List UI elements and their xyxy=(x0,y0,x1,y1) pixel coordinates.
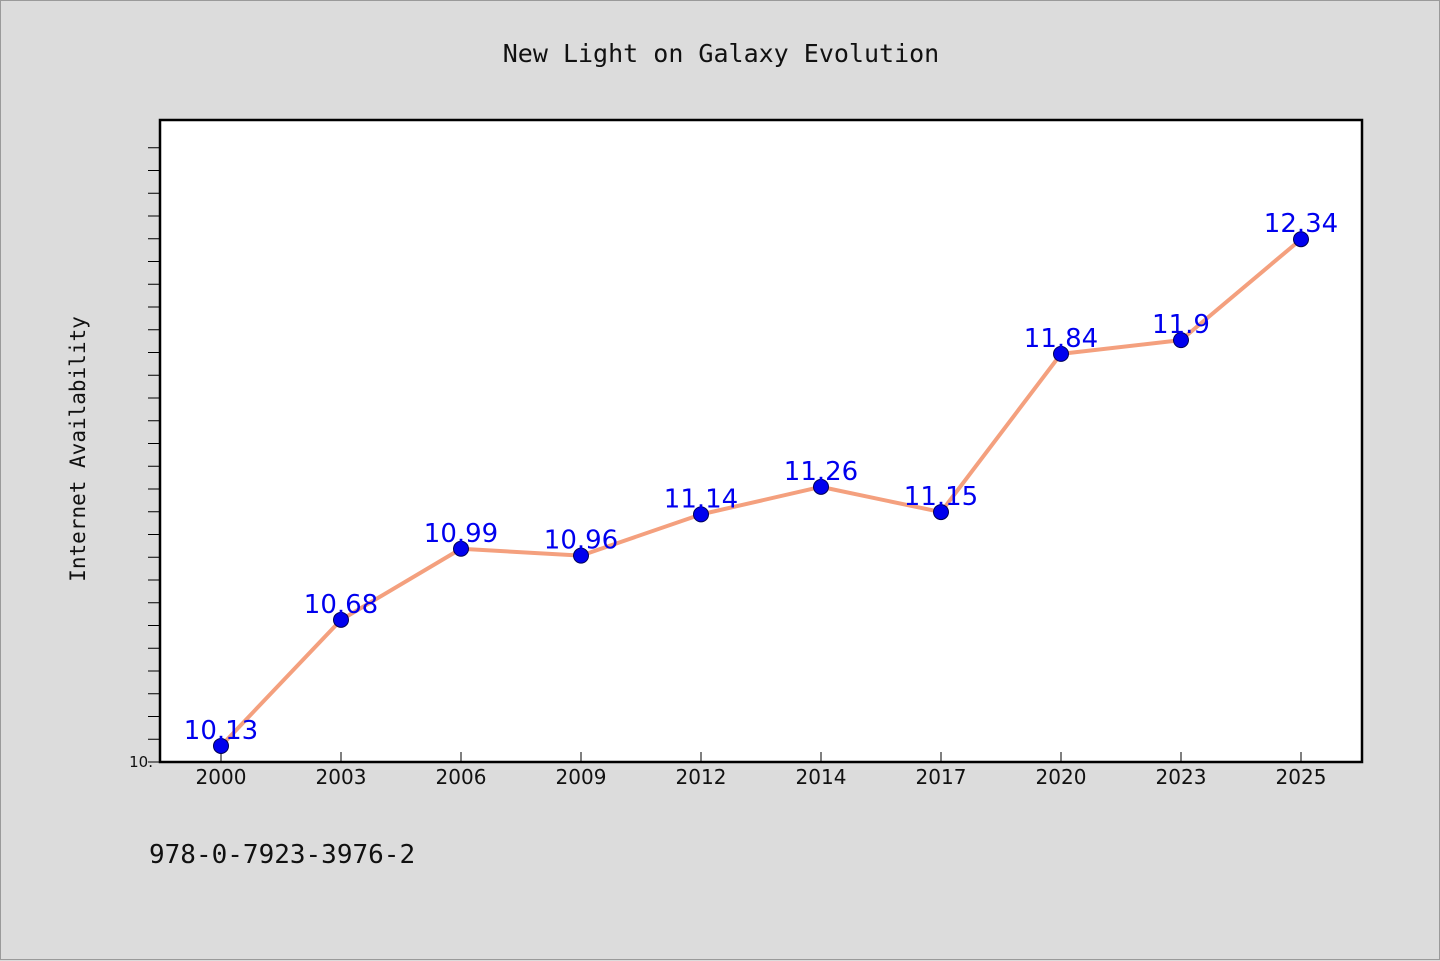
data-point xyxy=(933,504,949,521)
data-point xyxy=(213,737,229,754)
x-tick-label: 2006 xyxy=(436,765,487,789)
y-tick-label: 10. xyxy=(129,753,153,771)
x-tick-label: 2000 xyxy=(196,765,247,789)
data-point xyxy=(1293,231,1309,248)
plot-area xyxy=(158,118,1364,764)
data-label: 10.13 xyxy=(184,716,258,746)
data-label: 10.68 xyxy=(304,590,378,620)
data-point xyxy=(453,540,469,557)
series-line xyxy=(219,237,1303,748)
series-layer: 10.13 10.68 10.99 10.96 11.14 11.26 11.15 11.84… xyxy=(184,209,1338,754)
x-tick-label: 2012 xyxy=(676,765,727,789)
y-axis-label: Internet Availability xyxy=(66,316,90,582)
data-point xyxy=(333,611,349,628)
x-tick-label: 2020 xyxy=(1036,765,1087,789)
x-tick-label: 2014 xyxy=(796,765,847,789)
data-label: 10.96 xyxy=(544,526,618,556)
x-tick-label: 2009 xyxy=(556,765,607,789)
isbn-text: 978-0-7923-3976-2 xyxy=(149,840,415,870)
x-axis-ticks: 2000 2003 2006 2009 2012 2014 2017 2020 2023 2025 xyxy=(196,752,1327,789)
data-point xyxy=(1173,332,1189,349)
data-point xyxy=(573,547,589,564)
x-tick-label: 2003 xyxy=(316,765,367,789)
data-label: 11.14 xyxy=(664,484,738,514)
x-tick-label: 2025 xyxy=(1276,765,1327,789)
chart-title: New Light on Galaxy Evolution xyxy=(503,39,940,68)
x-tick-label: 2023 xyxy=(1156,765,1207,789)
data-point xyxy=(813,478,829,495)
data-label: 11.9 xyxy=(1152,310,1210,340)
data-point xyxy=(693,506,709,523)
x-tick-label: 2017 xyxy=(916,765,967,789)
data-label: 10.99 xyxy=(424,519,498,549)
y-axis-ticks xyxy=(148,147,160,763)
data-label: 12.34 xyxy=(1264,209,1338,239)
data-label: 11.15 xyxy=(904,482,978,512)
data-point xyxy=(1053,345,1069,362)
data-label: 11.84 xyxy=(1024,324,1098,354)
data-label: 11.26 xyxy=(784,457,858,487)
